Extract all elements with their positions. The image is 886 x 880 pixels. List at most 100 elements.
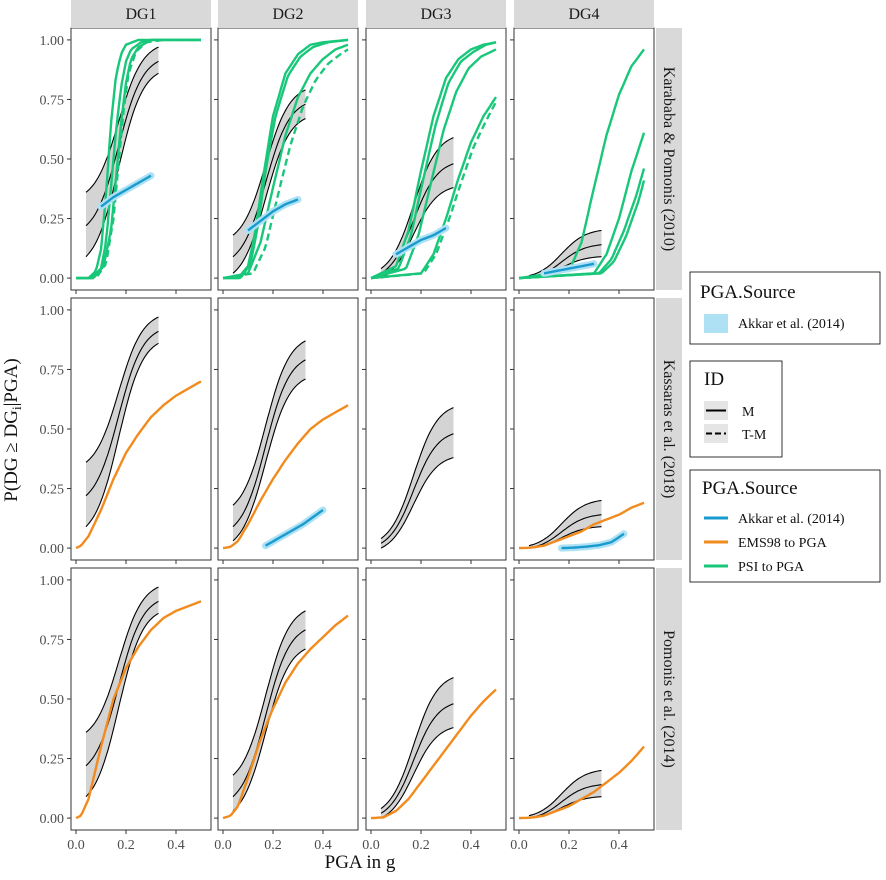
y-tick-label: 0.50	[40, 153, 65, 168]
x-tick-label: 0.4	[462, 838, 480, 853]
legend-pga-source-fill: PGA.Source Akkar et al. (2014)	[689, 271, 881, 345]
legend-1-item-label: Akkar et al. (2014)	[738, 317, 845, 332]
band-upper-line	[528, 229, 602, 277]
row-strip-label-3: Pomonis et al. (2014)	[660, 630, 677, 768]
col-strip-1	[71, 0, 211, 28]
panel-border	[70, 297, 212, 561]
band-median-line	[85, 330, 159, 497]
panel-r2-c3	[362, 297, 507, 564]
panel-r1-c4	[510, 27, 655, 294]
x-tick-label: 0.0	[510, 838, 528, 853]
column-strips: DG1 DG2 DG3 DG4	[71, 0, 654, 28]
band-lower-line	[232, 118, 306, 274]
legend-m-label: M	[742, 405, 755, 420]
band-lower-line	[380, 457, 454, 549]
band-lower-line	[232, 378, 306, 542]
row-strip-1	[656, 28, 682, 290]
confidence-band	[233, 610, 306, 811]
legend-ems98-label: EMS98 to PGA	[738, 536, 828, 551]
y-tick-label: 1.00	[40, 574, 65, 589]
x-tick-label: 0.4	[314, 838, 332, 853]
x-tick-labels: 0.0 0.2 0.4 0.0 0.2 0.4 0.0 0.2 0.4 0.0 0.2 0.4	[67, 838, 628, 853]
series-line-akkar-m	[247, 198, 299, 232]
y-tick-label: 0.75	[40, 633, 65, 648]
panel-r2-c2	[214, 297, 359, 564]
panel-r3-c3	[362, 567, 507, 834]
band-median-line	[232, 359, 306, 528]
y-tick-label: 0.75	[40, 93, 65, 108]
y-axis-title-main: P(DG ≥ DG	[1, 410, 22, 502]
series-line-psi-tm	[76, 38, 201, 280]
y-tick-label: 0.00	[40, 272, 65, 287]
series-line-psi-m	[518, 48, 645, 280]
series-line-psi-m	[370, 48, 497, 280]
series-line-ems98-m	[518, 745, 645, 820]
series-line-ems98-m	[370, 688, 497, 820]
series-line-psi-tm	[222, 48, 349, 280]
panel-border	[217, 567, 359, 831]
legend-akkar-label: Akkar et al. (2014)	[738, 512, 845, 527]
y-tick-label: 0.75	[40, 363, 65, 378]
panel-r1-c2	[214, 27, 359, 294]
col-strip-label-2: DG2	[272, 6, 303, 23]
band-upper-line	[528, 769, 602, 817]
series-line-ems98-m	[518, 501, 645, 550]
series-line-ems98-m	[222, 404, 349, 550]
row-strips: Karababa & Pomonis (2010) Kassaras et al.…	[656, 28, 682, 830]
row-strip-2	[656, 298, 682, 560]
panel-border	[217, 297, 359, 561]
series-line-akkar-m	[395, 227, 447, 256]
y-tick-label: 0.25	[40, 213, 65, 228]
confidence-band	[381, 677, 454, 819]
y-tick-label: 1.00	[40, 34, 65, 49]
y-tick-label: 0.25	[40, 753, 65, 768]
legend-3-title: PGA.Source	[702, 478, 798, 499]
series-line-psi-tm	[370, 101, 498, 280]
band-lower-line	[85, 342, 159, 528]
x-axis-title: PGA in g	[325, 852, 396, 873]
series-line-akkar-m	[100, 174, 152, 208]
x-tick-label: 0.0	[362, 838, 380, 853]
y-tick-labels: 0.00 0.25 0.50 0.75 1.00 0.00 0.25 0.50 0.75 1.00…	[40, 34, 65, 827]
legend-tm-label: T-M	[742, 428, 767, 443]
series-line-akkar-m	[561, 532, 625, 550]
band-upper-line	[232, 340, 306, 506]
panel-r1-c1	[67, 27, 212, 294]
band-upper-line	[528, 499, 602, 547]
legend-pga-source-lines: PGA.Source Akkar et al. (2014) EMS98 to …	[689, 469, 881, 583]
y-tick-label: 1.00	[40, 304, 65, 319]
y-tick-label: 0.25	[40, 483, 65, 498]
confidence-band	[233, 340, 306, 541]
series-line-psi-m	[222, 43, 349, 280]
x-tick-label: 0.2	[117, 838, 135, 853]
panel-border	[70, 567, 212, 831]
band-median-line	[380, 433, 454, 544]
panel-border	[365, 297, 507, 561]
y-axis-title-tail: |PGA)	[1, 358, 22, 406]
panel-r3-c2	[214, 567, 359, 834]
y-axis-title: P(DG ≥ DGi|PGA)	[1, 358, 24, 501]
confidence-band	[529, 500, 602, 549]
row-strip-3	[656, 568, 682, 830]
legend-psi-label: PSI to PGA	[738, 560, 805, 575]
x-tick-label: 0.2	[560, 838, 578, 853]
series-line-psi-m	[370, 41, 497, 280]
legend-id: ID M T-M	[689, 360, 783, 458]
panel-border	[513, 297, 655, 561]
band-upper-line	[85, 586, 159, 733]
series-line-akkar-m	[543, 262, 595, 275]
band-median-line	[528, 514, 602, 549]
panels	[67, 27, 655, 834]
series-line-psi-m	[370, 41, 497, 280]
col-strip-label-4: DG4	[568, 6, 599, 23]
row-strip-label-2: Kassaras et al. (2018)	[660, 360, 677, 499]
x-tick-label: 0.0	[214, 838, 232, 853]
col-strip-label-3: DG3	[420, 6, 451, 23]
confidence-band	[529, 230, 602, 279]
band-median-line	[85, 600, 159, 767]
row-strip-label-1: Karababa & Pomonis (2010)	[660, 67, 677, 251]
legend-3-box	[689, 469, 881, 583]
x-tick-label: 0.4	[167, 838, 185, 853]
panel-r1-c3	[362, 27, 507, 294]
